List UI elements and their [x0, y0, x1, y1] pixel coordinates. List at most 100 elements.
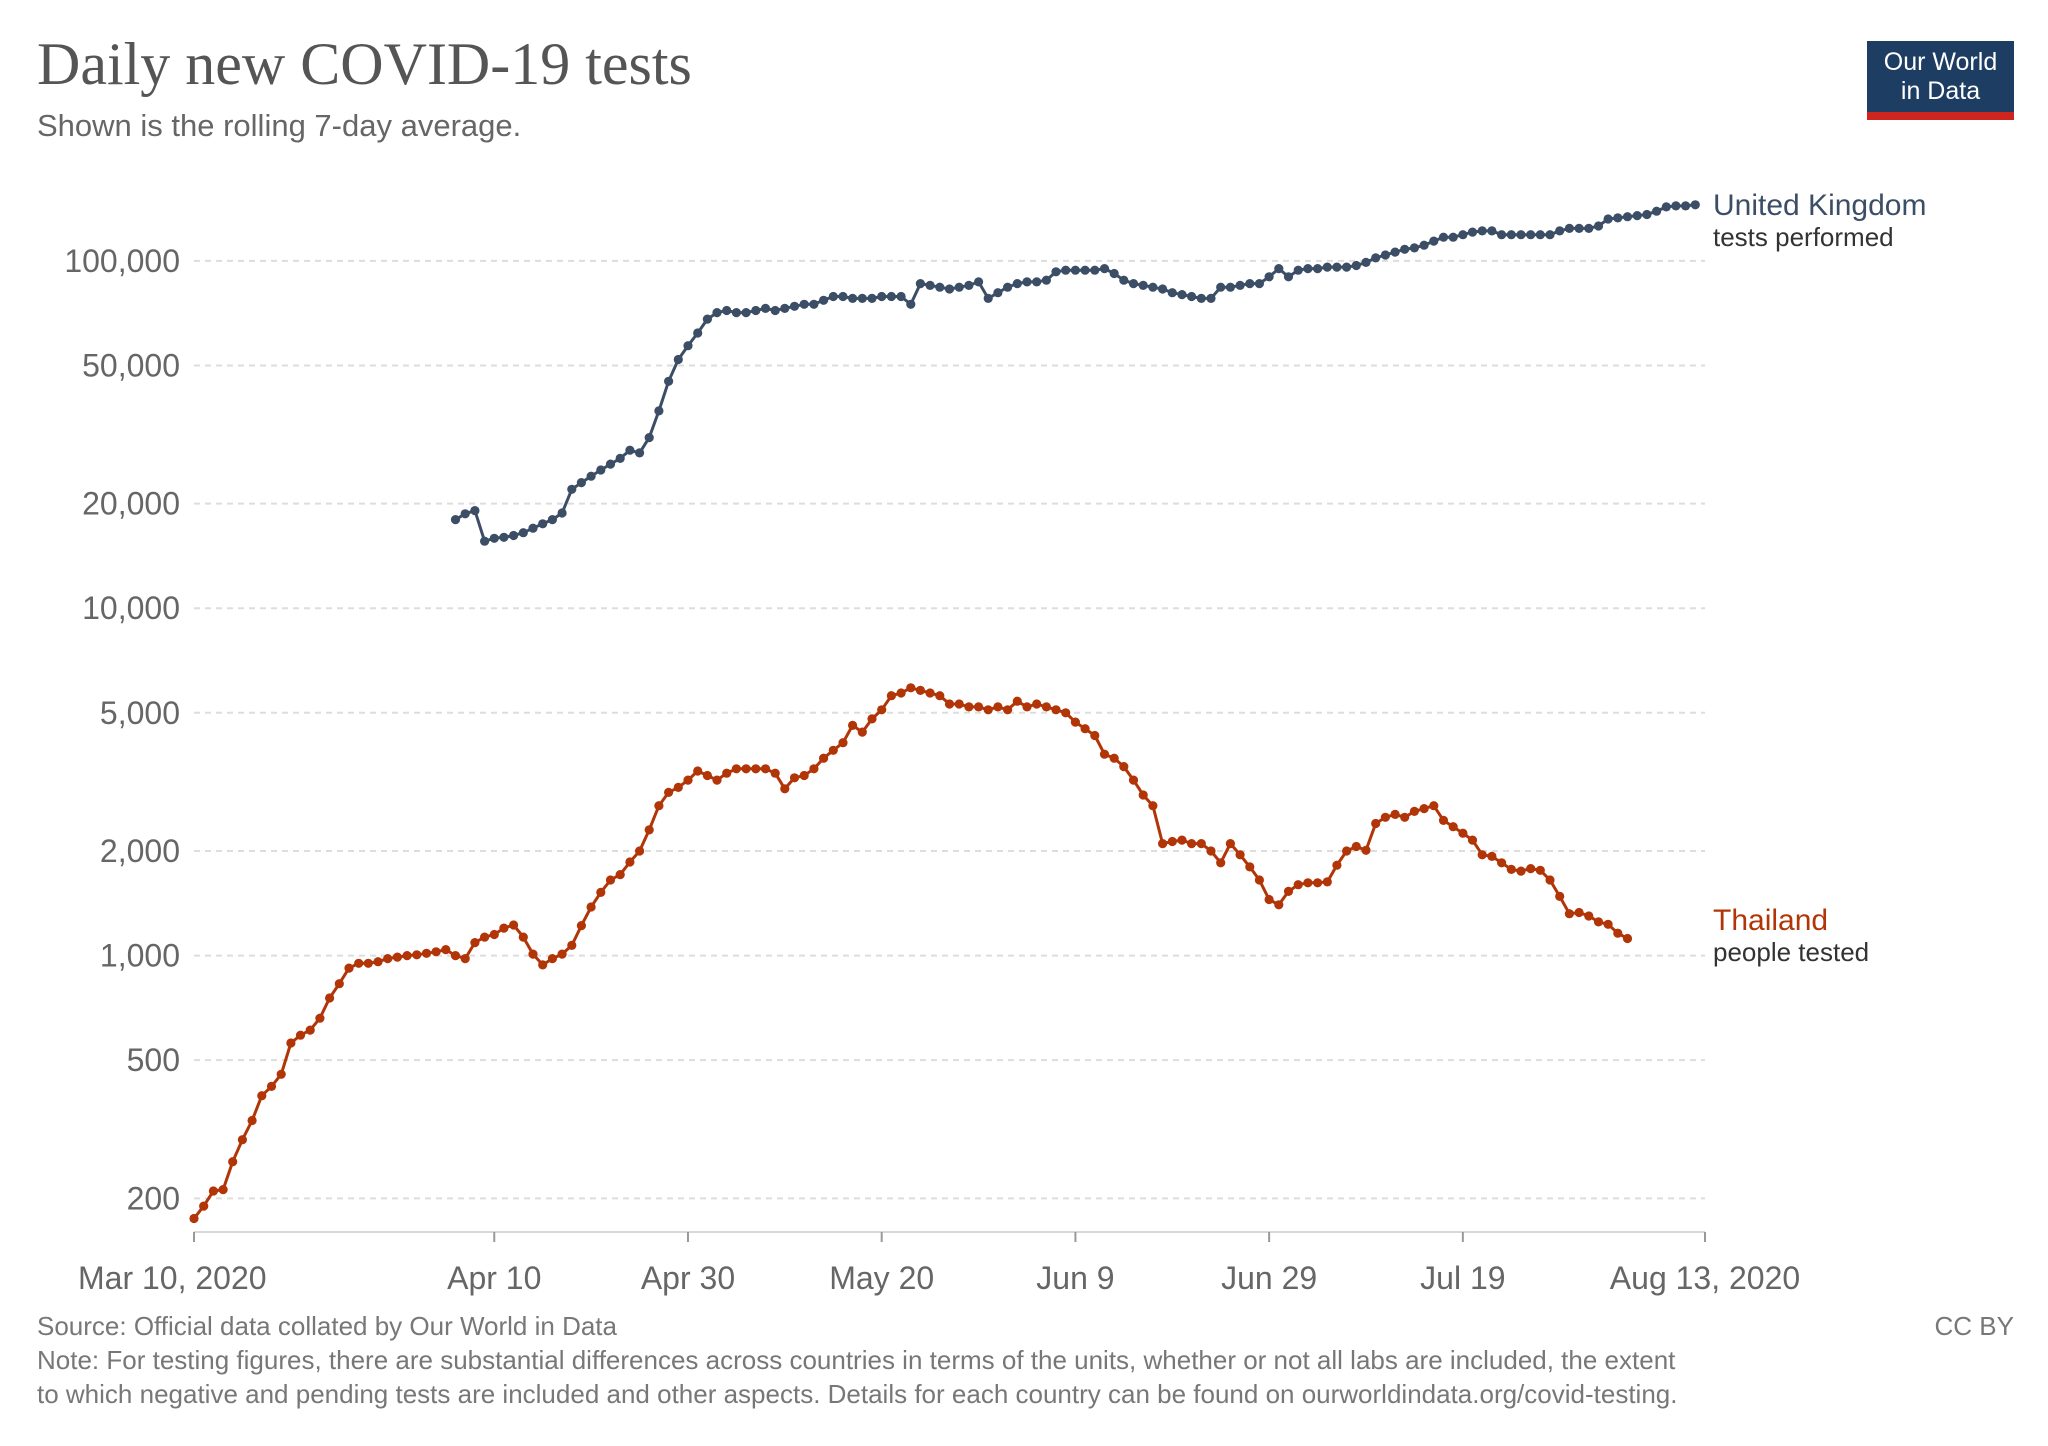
data-point: [1196, 839, 1206, 849]
data-point: [1342, 846, 1352, 856]
data-point: [237, 1135, 247, 1145]
data-point: [848, 720, 858, 731]
data-point: [1128, 775, 1139, 785]
data-point: [828, 291, 838, 302]
data-point: [1322, 877, 1332, 887]
data-point: [828, 745, 838, 755]
data-point: [799, 770, 809, 781]
data-point: [557, 949, 567, 959]
data-point: [480, 932, 490, 942]
data-point: [499, 923, 509, 933]
testing-note-line-2: to which negative and pending tests are …: [37, 1379, 1678, 1409]
x-tick-label: Apr 10: [447, 1260, 541, 1296]
data-point: [1458, 828, 1468, 838]
grid-lines: [194, 259, 1705, 1200]
data-point: [1061, 265, 1071, 275]
data-point: [199, 1201, 209, 1211]
data-point: [431, 947, 441, 957]
data-point: [1138, 280, 1148, 290]
data-point: [886, 691, 897, 701]
data-point: [421, 948, 432, 958]
x-axis: Mar 10, 2020 Apr 10 Apr 30 May 20 Jun 9 Jun 2…: [78, 1231, 1800, 1296]
data-point: [654, 406, 664, 416]
data-point: [1555, 226, 1565, 236]
x-tick-label: Mar 10, 2020: [78, 1260, 267, 1296]
data-point: [731, 308, 742, 318]
data-point: [586, 471, 596, 481]
data-point: [344, 963, 354, 973]
license-link[interactable]: CC BY: [1934, 1311, 2014, 1341]
data-point: [722, 305, 732, 316]
data-point: [1574, 223, 1584, 233]
y-tick-label: 100,000: [64, 243, 180, 279]
data-point: [1216, 858, 1226, 868]
data-point: [334, 979, 344, 989]
data-point: [1187, 839, 1197, 849]
data-point: [1361, 257, 1371, 267]
y-tick-label: 2,000: [100, 833, 180, 869]
data-point: [1603, 214, 1613, 224]
data-point: [1109, 753, 1119, 763]
data-point: [567, 484, 577, 494]
data-point: [1090, 265, 1100, 275]
data-point: [964, 702, 974, 712]
data-point: [809, 299, 819, 309]
data-point: [944, 284, 955, 294]
data-point: [673, 354, 683, 365]
data-point: [460, 954, 470, 964]
y-tick-label: 500: [127, 1042, 180, 1078]
data-point: [1593, 221, 1604, 231]
data-point: [664, 787, 674, 798]
data-point: [1477, 226, 1487, 236]
data-point: [1584, 223, 1594, 233]
data-point: [1371, 253, 1381, 263]
data-point: [751, 764, 761, 774]
data-point: [354, 958, 364, 968]
data-point: [1274, 264, 1284, 274]
data-point: [547, 954, 558, 964]
series-label-sub: tests performed: [1713, 222, 1894, 252]
data-point: [295, 1030, 306, 1040]
data-point: [1206, 846, 1216, 856]
data-point: [983, 705, 993, 715]
source-note: Source: Official data collated by Our Wo…: [37, 1311, 617, 1341]
data-point: [838, 291, 848, 302]
data-point: [1429, 801, 1439, 811]
data-point: [838, 738, 848, 748]
data-point: [1380, 812, 1390, 822]
y-tick-label: 200: [127, 1180, 180, 1216]
data-point: [693, 328, 703, 338]
data-point: [935, 691, 945, 701]
data-point: [1671, 201, 1681, 211]
data-point: [673, 782, 683, 793]
data-point: [1235, 280, 1245, 290]
x-tick-label: Jul 19: [1420, 1260, 1505, 1296]
data-point: [954, 699, 964, 709]
data-point: [644, 433, 654, 443]
data-point: [693, 766, 703, 776]
data-point: [1313, 878, 1323, 888]
data-point: [228, 1157, 238, 1167]
data-point: [702, 770, 713, 781]
data-point: [1293, 265, 1303, 275]
data-point: [605, 459, 616, 469]
data-point: [1303, 878, 1313, 888]
data-point: [383, 954, 393, 964]
data-point: [1003, 282, 1013, 292]
data-point: [848, 293, 858, 303]
owid-logo[interactable]: Our World in Data: [1867, 41, 2014, 120]
data-point: [528, 949, 538, 959]
data-point: [1274, 900, 1284, 910]
data-point: [315, 1013, 325, 1023]
data-point: [1022, 702, 1032, 712]
data-point: [1080, 265, 1090, 275]
data-point: [518, 528, 528, 538]
data-point: [1390, 809, 1400, 820]
data-point: [615, 453, 625, 463]
data-point: [1448, 232, 1458, 242]
data-point: [1632, 211, 1642, 221]
data-point: [1032, 277, 1042, 287]
data-point: [1448, 822, 1458, 832]
data-point: [1361, 845, 1371, 855]
data-point: [1458, 230, 1468, 240]
